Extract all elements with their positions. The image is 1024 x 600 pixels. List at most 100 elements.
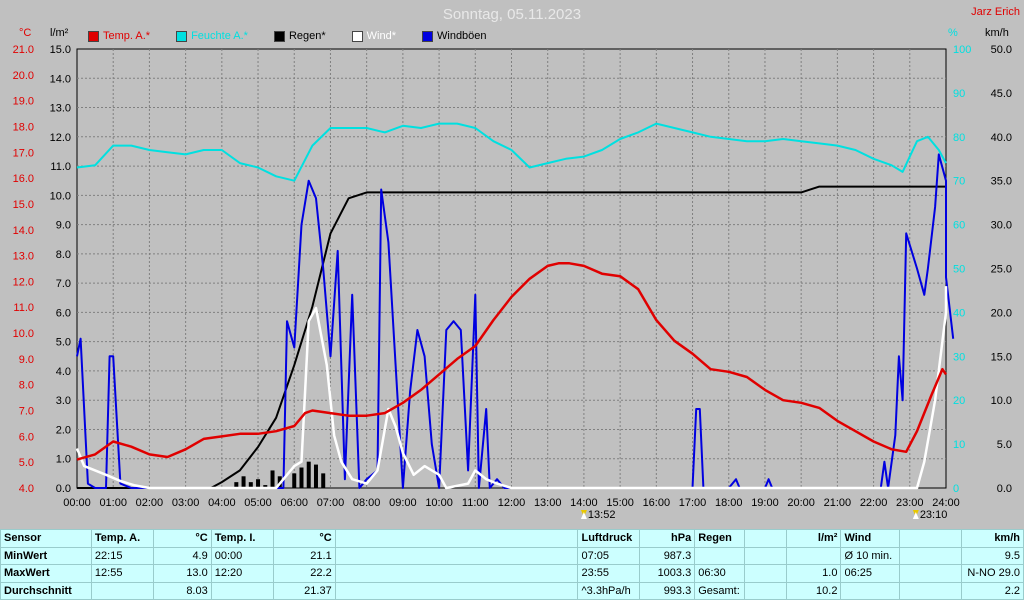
x-tick-label: 17:00 <box>679 497 707 509</box>
humidity-tick-label: 70 <box>953 176 965 188</box>
x-tick-label: 15:00 <box>606 497 634 509</box>
x-tick-label: 11:00 <box>462 497 489 509</box>
temp-tick-label: 14.0 <box>13 225 34 237</box>
stats-header-wind-unit: km/h <box>961 529 1024 548</box>
marker-time-label: 13:52 <box>588 509 616 521</box>
stats-spacer <box>744 581 787 600</box>
stats-cell: Gesamt: <box>694 581 746 600</box>
humidity-tick-label: 20 <box>953 395 965 407</box>
rain-tick-label: 5.0 <box>56 337 71 349</box>
x-tick-label: 08:00 <box>353 497 381 509</box>
stats-row-avg: Durchschnitt 8.03 21.37 ^3.3hPa/h 993.3 … <box>0 581 1024 600</box>
author-label: Jarz Erich <box>971 6 1020 18</box>
x-tick-label: 21:00 <box>824 497 852 509</box>
stats-spacer <box>744 529 787 548</box>
stats-spacer <box>334 581 579 600</box>
rain-bar <box>234 482 239 488</box>
stats-spacer <box>334 546 579 565</box>
rain-bar <box>292 473 297 488</box>
legend-label-rain: Regen* <box>288 30 326 42</box>
legend-swatch-rain <box>273 30 285 42</box>
stats-header-sensor: Sensor <box>0 529 92 548</box>
stats-cell: 23:55 <box>577 564 641 583</box>
stats-cell: 22:15 <box>90 546 154 565</box>
x-tick-label: 13:00 <box>534 497 562 509</box>
temp-tick-label: 11.0 <box>13 302 34 314</box>
humidity-tick-label: 0 <box>953 483 959 495</box>
legend-item-humidity: Feuchte A.* <box>176 30 248 42</box>
x-tick-label: 06:00 <box>280 497 308 509</box>
temp-tick-label: 19.0 <box>13 96 34 108</box>
stats-header-pressure-unit: hPa <box>639 529 696 548</box>
legend-swatch-humidity <box>176 30 188 42</box>
series-line-tempa <box>76 262 948 461</box>
x-tick-label: 04:00 <box>208 497 236 509</box>
rain-bar <box>241 476 246 488</box>
series-line-windben <box>76 153 955 489</box>
humidity-tick-label: 100 <box>953 44 971 56</box>
wind-tick-label: 45.0 <box>991 88 1012 100</box>
stats-cell <box>840 581 901 600</box>
legend-item-temp: Temp. A.* <box>88 30 150 42</box>
temp-unit-label: °C <box>19 27 32 39</box>
rain-tick-label: 7.0 <box>56 278 71 290</box>
stats-cell: 987.3 <box>639 546 696 565</box>
temp-tick-label: 12.0 <box>13 276 34 288</box>
humidity-tick-label: 40 <box>953 307 965 319</box>
stats-spacer <box>899 581 963 600</box>
temp-tick-label: 7.0 <box>19 406 34 418</box>
series-line-feuchtea <box>76 122 947 182</box>
chart-legend: Temp. A.* Feuchte A.* Regen* Wind* Windb… <box>88 30 513 42</box>
x-tick-label: 22:00 <box>860 497 888 509</box>
x-tick-label: 02:00 <box>136 497 164 509</box>
temp-tick-label: 17.0 <box>13 147 34 159</box>
rain-tick-label: 6.0 <box>56 307 71 319</box>
stats-header-temp-i: Temp. I. <box>210 529 274 548</box>
humidity-tick-label: 80 <box>953 132 965 144</box>
temp-tick-label: 18.0 <box>13 121 34 133</box>
stats-spacer <box>899 564 963 583</box>
x-tick-label: 01:00 <box>99 497 127 509</box>
x-tick-label: 03:00 <box>172 497 200 509</box>
legend-item-rain: Regen* <box>273 30 326 42</box>
stats-spacer <box>899 529 963 548</box>
marker-time-label: 23:10 <box>920 509 948 521</box>
x-tick-label: 14:00 <box>570 497 598 509</box>
temp-tick-label: 4.0 <box>19 483 34 495</box>
stats-cell: 06:30 <box>694 564 746 583</box>
rain-bar <box>306 461 311 488</box>
wind-tick-label: 5.0 <box>997 439 1012 451</box>
x-tick-label: 16:00 <box>643 497 671 509</box>
temp-tick-label: 13.0 <box>13 251 34 263</box>
rain-bar <box>299 467 304 488</box>
x-tick-label: 19:00 <box>751 497 779 509</box>
legend-label-wind: Wind* <box>366 30 396 42</box>
rain-tick-label: 15.0 <box>50 44 71 56</box>
legend-swatch-gusts <box>422 30 433 42</box>
rain-tick-label: 10.0 <box>50 190 71 202</box>
stats-cell <box>210 581 274 600</box>
stats-cell: 12:55 <box>90 564 154 583</box>
rain-bar <box>321 473 326 488</box>
rain-tick-label: 14.0 <box>50 73 71 85</box>
rain-tick-label: 2.0 <box>56 424 71 436</box>
x-tick-label: 07:00 <box>317 497 345 509</box>
stats-cell: 22.2 <box>272 564 336 583</box>
legend-swatch-wind <box>351 30 363 42</box>
grid-lines <box>77 49 946 488</box>
temp-tick-label: 6.0 <box>19 431 34 443</box>
x-tick-label: 12:00 <box>498 497 526 509</box>
stats-label: MinWert <box>0 546 92 565</box>
x-tick-label: 23:00 <box>896 497 924 509</box>
stats-spacer <box>744 546 787 565</box>
legend-label-temp: Temp. A.* <box>103 30 151 42</box>
stats-header-wind: Wind <box>840 529 901 548</box>
stats-table: Sensor Temp. A. °C Temp. I. °C Luftdruck… <box>0 529 1024 600</box>
stats-header-temp-a: Temp. A. <box>90 529 154 548</box>
x-tick-label: 24:00 <box>932 497 960 509</box>
humidity-tick-label: 30 <box>953 351 965 363</box>
stats-cell: 06:25 <box>840 564 901 583</box>
rain-tick-label: 1.0 <box>56 454 71 466</box>
series-lines <box>75 122 955 490</box>
